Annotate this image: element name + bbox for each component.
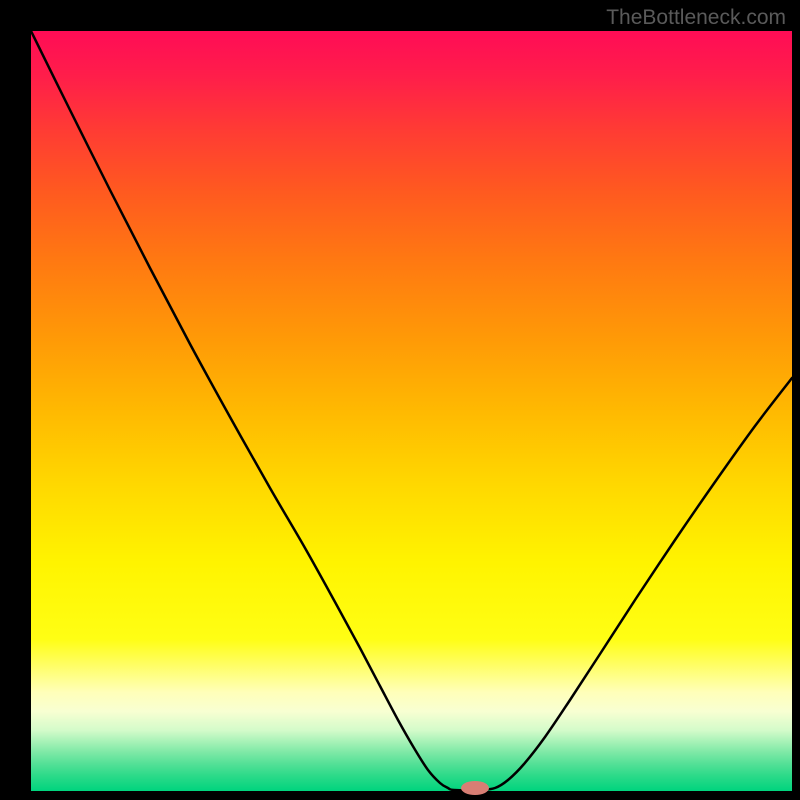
branding-watermark: TheBottleneck.com — [606, 6, 786, 30]
chart-stage: TheBottleneck.com — [0, 0, 800, 800]
bottleneck-chart — [0, 0, 800, 800]
optimal-point-marker — [461, 781, 489, 795]
chart-background — [31, 31, 792, 791]
